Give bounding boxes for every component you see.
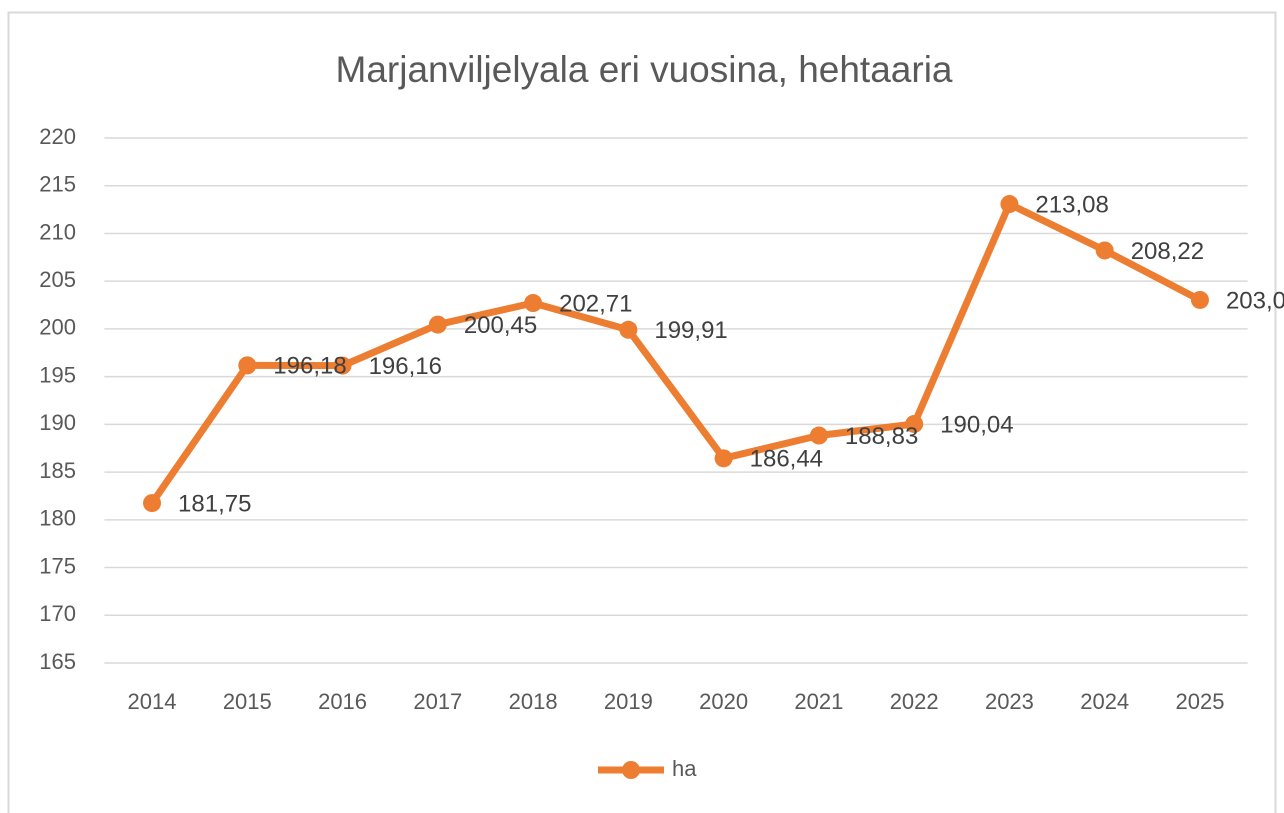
data-label: 181,75 [178,490,251,517]
data-label: 196,16 [369,353,442,380]
chart-title: Marjanviljelyala eri vuosina, hehtaaria [336,49,953,90]
data-point [714,449,733,468]
data-label: 200,45 [464,312,537,339]
x-tick-label: 2020 [699,689,748,714]
y-tick-label: 185 [39,458,76,483]
data-point [1095,241,1114,260]
data-label: 190,04 [940,411,1013,438]
data-point [619,320,638,339]
data-point [1000,195,1019,214]
data-point [1190,290,1209,309]
data-point [143,494,162,513]
data-label: 186,44 [750,446,823,473]
x-tick-label: 2015 [223,689,272,714]
data-point [524,294,543,313]
data-point [428,315,447,334]
y-tick-label: 200 [39,315,76,340]
data-label: 188,83 [845,423,918,450]
data-label: 213,08 [1035,191,1108,218]
y-tick-label: 170 [39,601,76,626]
data-point [333,356,352,375]
y-tick-label: 165 [39,649,76,674]
data-point [238,356,257,375]
y-tick-label: 220 [39,124,76,149]
legend-label: ha [672,756,697,781]
y-tick-label: 175 [39,553,76,578]
y-tick-label: 190 [39,410,76,435]
x-tick-label: 2022 [890,689,939,714]
y-tick-label: 215 [39,172,76,197]
data-point [809,426,828,445]
x-tick-label: 2014 [128,689,177,714]
y-tick-label: 205 [39,267,76,292]
x-tick-label: 2025 [1175,689,1224,714]
data-line [149,200,1202,506]
x-tick-label: 2017 [413,689,462,714]
data-label: 208,22 [1131,238,1204,265]
data-label: 202,71 [559,290,632,317]
data-label: 203,03 [1226,287,1284,314]
data-label: 199,91 [654,317,727,344]
data-point [905,414,924,433]
x-tick-label: 2018 [509,689,558,714]
x-tick-label: 2016 [318,689,367,714]
chart-border [7,11,1277,813]
x-tick-label: 2024 [1080,689,1129,714]
y-tick-label: 210 [39,219,76,244]
data-label: 196,18 [273,353,346,380]
x-tick-label: 2019 [604,689,653,714]
y-tick-label: 180 [39,506,76,531]
y-tick-label: 195 [39,362,76,387]
x-tick-label: 2021 [794,689,843,714]
x-tick-label: 2023 [985,689,1034,714]
legend-marker [622,761,640,779]
